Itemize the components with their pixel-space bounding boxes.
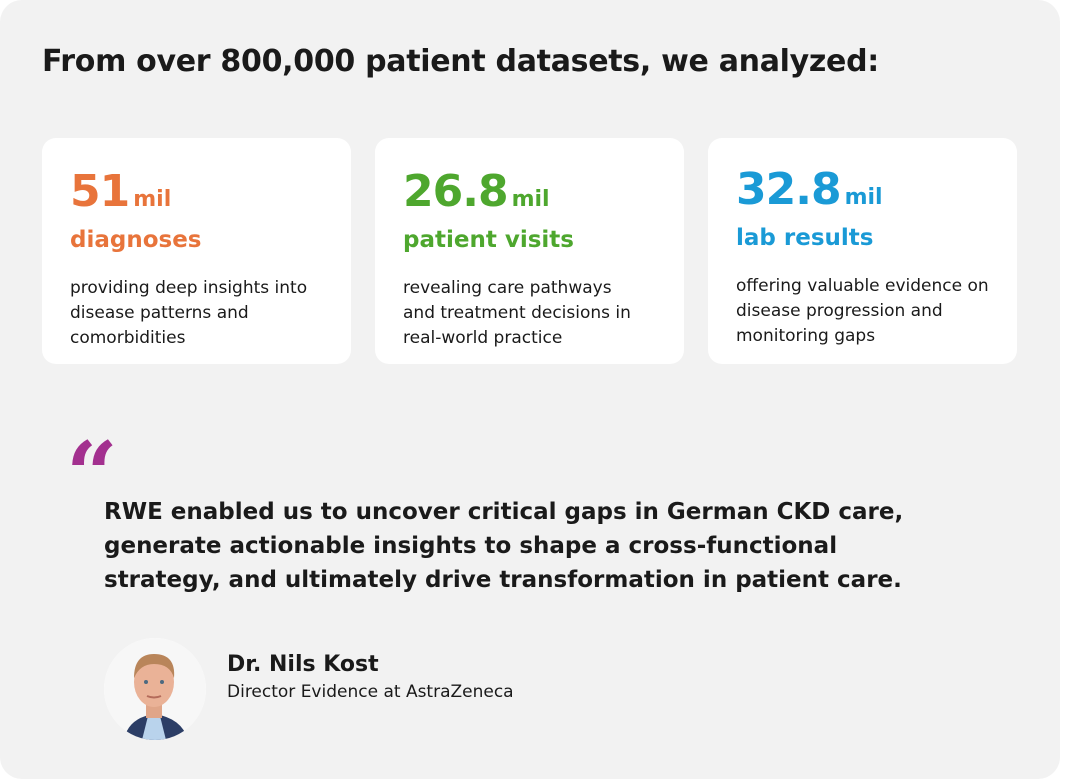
stat-number: 32.8	[736, 164, 842, 215]
stat-card-patient-visits: 26.8 mil patient visits revealing care pa…	[375, 138, 684, 364]
testimonial-role: Director Evidence at AstraZeneca	[227, 682, 514, 702]
quote-icon: “	[66, 422, 118, 528]
avatar	[104, 638, 206, 740]
stat-label: patient visits	[403, 227, 574, 253]
testimonial-name: Dr. Nils Kost	[227, 652, 379, 677]
stat-unit: mil	[844, 185, 883, 210]
stat-value: 51 mil	[70, 168, 323, 224]
stat-number: 26.8	[403, 166, 509, 217]
person-photo-icon	[104, 638, 206, 740]
stat-card-lab-results: 32.8 mil lab results offering valuable ev…	[708, 138, 1017, 364]
stat-unit: mil	[511, 187, 550, 212]
stat-unit: mil	[133, 187, 172, 212]
stat-card-diagnoses: 51 mil diagnoses providing deep insights …	[42, 138, 351, 364]
testimonial-quote: RWE enabled us to uncover critical gaps …	[104, 499, 904, 593]
headline: From over 800,000 patient datasets, we a…	[42, 44, 879, 79]
stat-number: 51	[70, 166, 130, 217]
stat-label: diagnoses	[70, 227, 202, 253]
stat-description: providing deep insights into disease pat…	[70, 278, 308, 348]
stat-description: revealing care pathways and treatment de…	[403, 278, 631, 348]
stat-value: 32.8 mil	[736, 166, 989, 222]
stat-label: lab results	[736, 225, 874, 251]
stat-value: 26.8 mil	[403, 168, 656, 224]
stat-description: offering valuable evidence on disease pr…	[736, 276, 989, 346]
